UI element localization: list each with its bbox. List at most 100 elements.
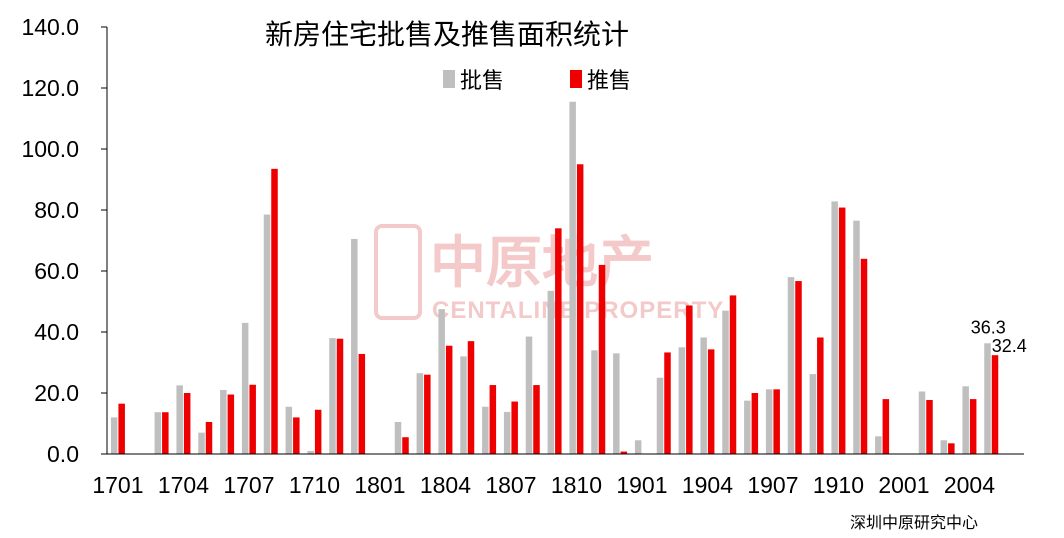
x-tick-label: 1801 — [354, 472, 405, 498]
bar-pishou-1712 — [351, 238, 358, 454]
bar-pishou-2005 — [984, 343, 991, 454]
legend-swatch-pishou — [443, 70, 455, 88]
bar-tuishou-1902 — [664, 352, 671, 454]
bar-pishou-1703 — [154, 412, 162, 454]
bar-tuishou-1803 — [424, 374, 431, 454]
bar-pishou-1808 — [525, 336, 533, 454]
bar-pishou-1804 — [438, 309, 445, 455]
x-axis: 1701 1704 1707 1710 1801 1804 1807 1810 1901 1904… — [92, 453, 1024, 498]
chart-title: 新房住宅批售及推售面积统计 — [265, 18, 629, 51]
legend-label-tuishou: 推售 — [587, 69, 631, 94]
bar-tuishou-1903 — [686, 305, 693, 454]
bar-pishou-1806 — [482, 406, 489, 454]
bar-pishou-1904 — [700, 337, 707, 454]
bar-pishou-2002 — [918, 391, 926, 454]
bar-tuishou-1712 — [358, 353, 366, 454]
bar-pishou-1909 — [809, 374, 817, 454]
bar-tuishou-1701 — [118, 403, 125, 454]
bar-tuishou-1802 — [402, 437, 409, 454]
x-tick-label: 1704 — [158, 472, 209, 498]
bar-tuishou-2003 — [948, 443, 955, 454]
bar-tuishou-1908 — [795, 281, 802, 454]
bar-pishou-1708 — [263, 214, 271, 454]
bar-tuishou-1911 — [860, 258, 868, 454]
data-label-pishou: 36.3 — [971, 317, 1006, 337]
bar-tuishou-1808 — [533, 385, 540, 454]
bar-tuishou-1811 — [598, 264, 606, 454]
bar-tuishou-1905 — [729, 295, 737, 454]
bar-pishou-1907 — [765, 389, 773, 454]
bar-pishou-1802 — [394, 421, 402, 454]
bar-pishou-1809 — [547, 290, 555, 454]
bar-tuishou-1805 — [467, 341, 475, 454]
bar-tuishou-1904 — [707, 349, 715, 454]
x-tick-label: 1807 — [485, 472, 536, 498]
bar-pishou-1803 — [416, 373, 424, 454]
bar-tuishou-1710 — [314, 409, 322, 454]
bar-pishou-1912 — [875, 436, 882, 454]
watermark-seal-icon — [374, 224, 422, 320]
y-tick-label: 0.0 — [47, 441, 79, 467]
bar-tuishou-1806 — [489, 385, 497, 454]
legend: 批售 推售 — [443, 69, 631, 94]
x-tick-label: 1810 — [551, 472, 602, 498]
bar-tuishou-2005 — [991, 355, 999, 454]
bar-pishou-1707 — [241, 322, 249, 454]
bar-pishou-1812 — [613, 353, 620, 454]
bar-pishou-1903 — [678, 347, 686, 454]
y-tick-label: 80.0 — [34, 197, 79, 223]
bar-tuishou-1810 — [576, 164, 584, 454]
watermark-cn: 中原地产 — [430, 231, 654, 296]
bar-pishou-1704 — [176, 385, 183, 455]
x-tick-label: 1701 — [92, 472, 143, 498]
data-labels: 36.332.4 — [971, 317, 1027, 356]
y-tick-label: 20.0 — [34, 380, 79, 406]
bar-pishou-2004 — [962, 386, 969, 454]
bar-pishou-1902 — [656, 377, 664, 454]
bar-tuishou-1907 — [773, 389, 780, 454]
data-label-tuishou: 32.4 — [992, 336, 1027, 356]
bar-pishou-1911 — [853, 220, 860, 454]
bar-tuishou-2002 — [926, 400, 933, 454]
y-axis: 0.0 20.0 40.0 60.0 80.0 100.0 120.0 140.0 — [21, 14, 108, 467]
bar-tuishou-1704 — [183, 393, 191, 454]
bar-pishou-1805 — [460, 356, 467, 454]
y-tick-label: 40.0 — [34, 319, 79, 345]
x-tick-label: 1707 — [223, 472, 274, 498]
bar-pishou-1910 — [831, 201, 838, 454]
bar-pishou-1905 — [722, 310, 729, 454]
bar-pishou-1908 — [787, 277, 795, 454]
x-tick-label: 2001 — [878, 472, 929, 498]
bars — [110, 101, 999, 455]
x-tick-label: 1907 — [747, 472, 798, 498]
x-tick-label: 1710 — [289, 472, 340, 498]
bar-pishou-1709 — [285, 406, 293, 454]
source-note: 深圳中原研究中心 — [850, 513, 978, 532]
bar-tuishou-1910 — [838, 207, 846, 454]
bar-tuishou-1709 — [293, 417, 300, 454]
x-tick-label: 2004 — [944, 472, 995, 498]
bar-pishou-1807 — [503, 411, 511, 454]
bar-tuishou-1912 — [882, 399, 890, 454]
bar-tuishou-1909 — [817, 337, 824, 454]
bar-tuishou-1906 — [751, 393, 759, 454]
x-tick-label: 1804 — [420, 472, 471, 498]
bar-tuishou-1807 — [511, 401, 518, 454]
bar-tuishou-1707 — [249, 384, 256, 454]
bar-pishou-1906 — [744, 400, 751, 455]
bar-pishou-1811 — [591, 350, 598, 454]
bar-pishou-1706 — [220, 389, 227, 454]
x-tick-label: 1910 — [813, 472, 864, 498]
bar-pishou-1901 — [634, 440, 642, 454]
bar-pishou-1701 — [110, 417, 118, 454]
bar-tuishou-1711 — [336, 338, 344, 454]
bar-pishou-1711 — [329, 338, 336, 454]
bar-tuishou-1804 — [445, 345, 453, 454]
bar-tuishou-2004 — [969, 399, 977, 454]
bar-tuishou-1708 — [271, 168, 278, 454]
x-tick-label: 1901 — [616, 472, 667, 498]
y-tick-label: 120.0 — [21, 75, 79, 101]
x-tick-label: 1904 — [682, 472, 733, 498]
bar-pishou-2003 — [940, 440, 948, 454]
